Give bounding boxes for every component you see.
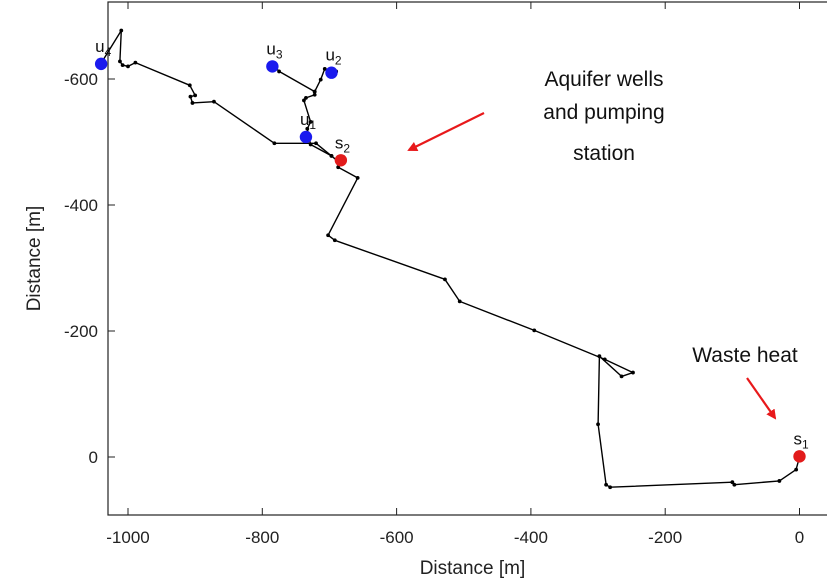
junction-point — [604, 482, 609, 487]
x-tick-label: -1000 — [106, 528, 149, 547]
junction-point — [336, 165, 341, 170]
junction-point — [355, 176, 360, 180]
junction-point — [314, 141, 318, 146]
pipe-network — [99, 28, 802, 490]
junction-point — [619, 374, 624, 379]
junction-point — [443, 277, 447, 282]
aquifer-arrow — [407, 112, 485, 151]
junction-point — [188, 94, 193, 99]
plot-frame — [107, 1, 827, 516]
junction-point — [457, 299, 462, 304]
y-tick-label: -200 — [64, 322, 98, 341]
junction-point — [318, 77, 323, 82]
axes: -1000 -800 -600 -400 -200 0 -600 -400 -200 0 Dista… — [24, 1, 827, 579]
waste-heat-arrow — [746, 377, 777, 420]
junction-point — [190, 101, 195, 105]
x-tick-label: -800 — [245, 528, 279, 547]
junction-point — [608, 485, 613, 490]
y-tick-label: -400 — [64, 196, 98, 215]
junction-point — [119, 28, 124, 33]
x-tick-label: -400 — [514, 528, 548, 547]
junction-point — [602, 357, 607, 362]
node-u2 — [325, 66, 338, 79]
aquifer-annotation-line: Aquifer wells — [544, 68, 663, 91]
junction-point — [126, 64, 130, 69]
junction-point — [120, 63, 125, 68]
y-tick-label: -600 — [64, 70, 98, 89]
junction-point — [133, 60, 138, 65]
annotations: Aquifer wells and pumping station Waste hea… — [407, 68, 798, 420]
junction-point — [304, 96, 308, 100]
node-label-s1: s1 — [794, 429, 810, 451]
junction-point — [308, 119, 313, 124]
node-label-u3: u3 — [266, 39, 282, 61]
junction-point — [631, 370, 635, 375]
node-s2 — [334, 154, 348, 167]
junction-point — [312, 89, 317, 94]
junction-point — [777, 479, 782, 483]
junction-point — [118, 59, 122, 64]
junction-point — [308, 142, 313, 147]
x-tick-label: 0 — [795, 528, 804, 547]
junction-point — [532, 328, 537, 333]
aquifer-annotation-line: station — [573, 142, 635, 165]
junction-point — [312, 92, 317, 97]
junction-point — [322, 67, 327, 71]
pipe-segment — [100, 29, 801, 488]
junction-point — [332, 238, 337, 243]
junction-point — [596, 422, 600, 427]
junction-point — [597, 354, 602, 359]
junction-point — [326, 233, 331, 238]
junction-point — [193, 93, 198, 98]
nodes: u4 u3 u2 u1 s2 s1 — [94, 37, 810, 463]
node-u4 — [94, 57, 108, 71]
node-label-u4: u4 — [95, 37, 111, 59]
junction-point — [329, 153, 334, 158]
y-axis-label: Distance [m] — [24, 206, 45, 312]
x-tick-label: -200 — [648, 528, 682, 547]
node-u1 — [299, 130, 313, 144]
node-label-u1: u1 — [300, 110, 316, 132]
junction-point — [730, 480, 735, 485]
junction-point — [272, 141, 277, 146]
node-label-u2: u2 — [325, 46, 341, 68]
x-axis-label: Distance [m] — [420, 558, 526, 579]
junction-point — [277, 69, 281, 74]
junction-point — [212, 99, 216, 104]
waste-heat-annotation: Waste heat — [692, 344, 798, 367]
junction-point — [187, 83, 192, 88]
junction-point — [305, 126, 310, 131]
node-s1 — [793, 450, 806, 463]
node-u3 — [266, 60, 279, 73]
junction-point — [794, 467, 799, 472]
y-tick-label: 0 — [89, 448, 98, 467]
node-label-s2: s2 — [335, 133, 351, 155]
x-tick-label: -600 — [380, 528, 414, 547]
aquifer-annotation-line: and pumping — [543, 101, 664, 124]
